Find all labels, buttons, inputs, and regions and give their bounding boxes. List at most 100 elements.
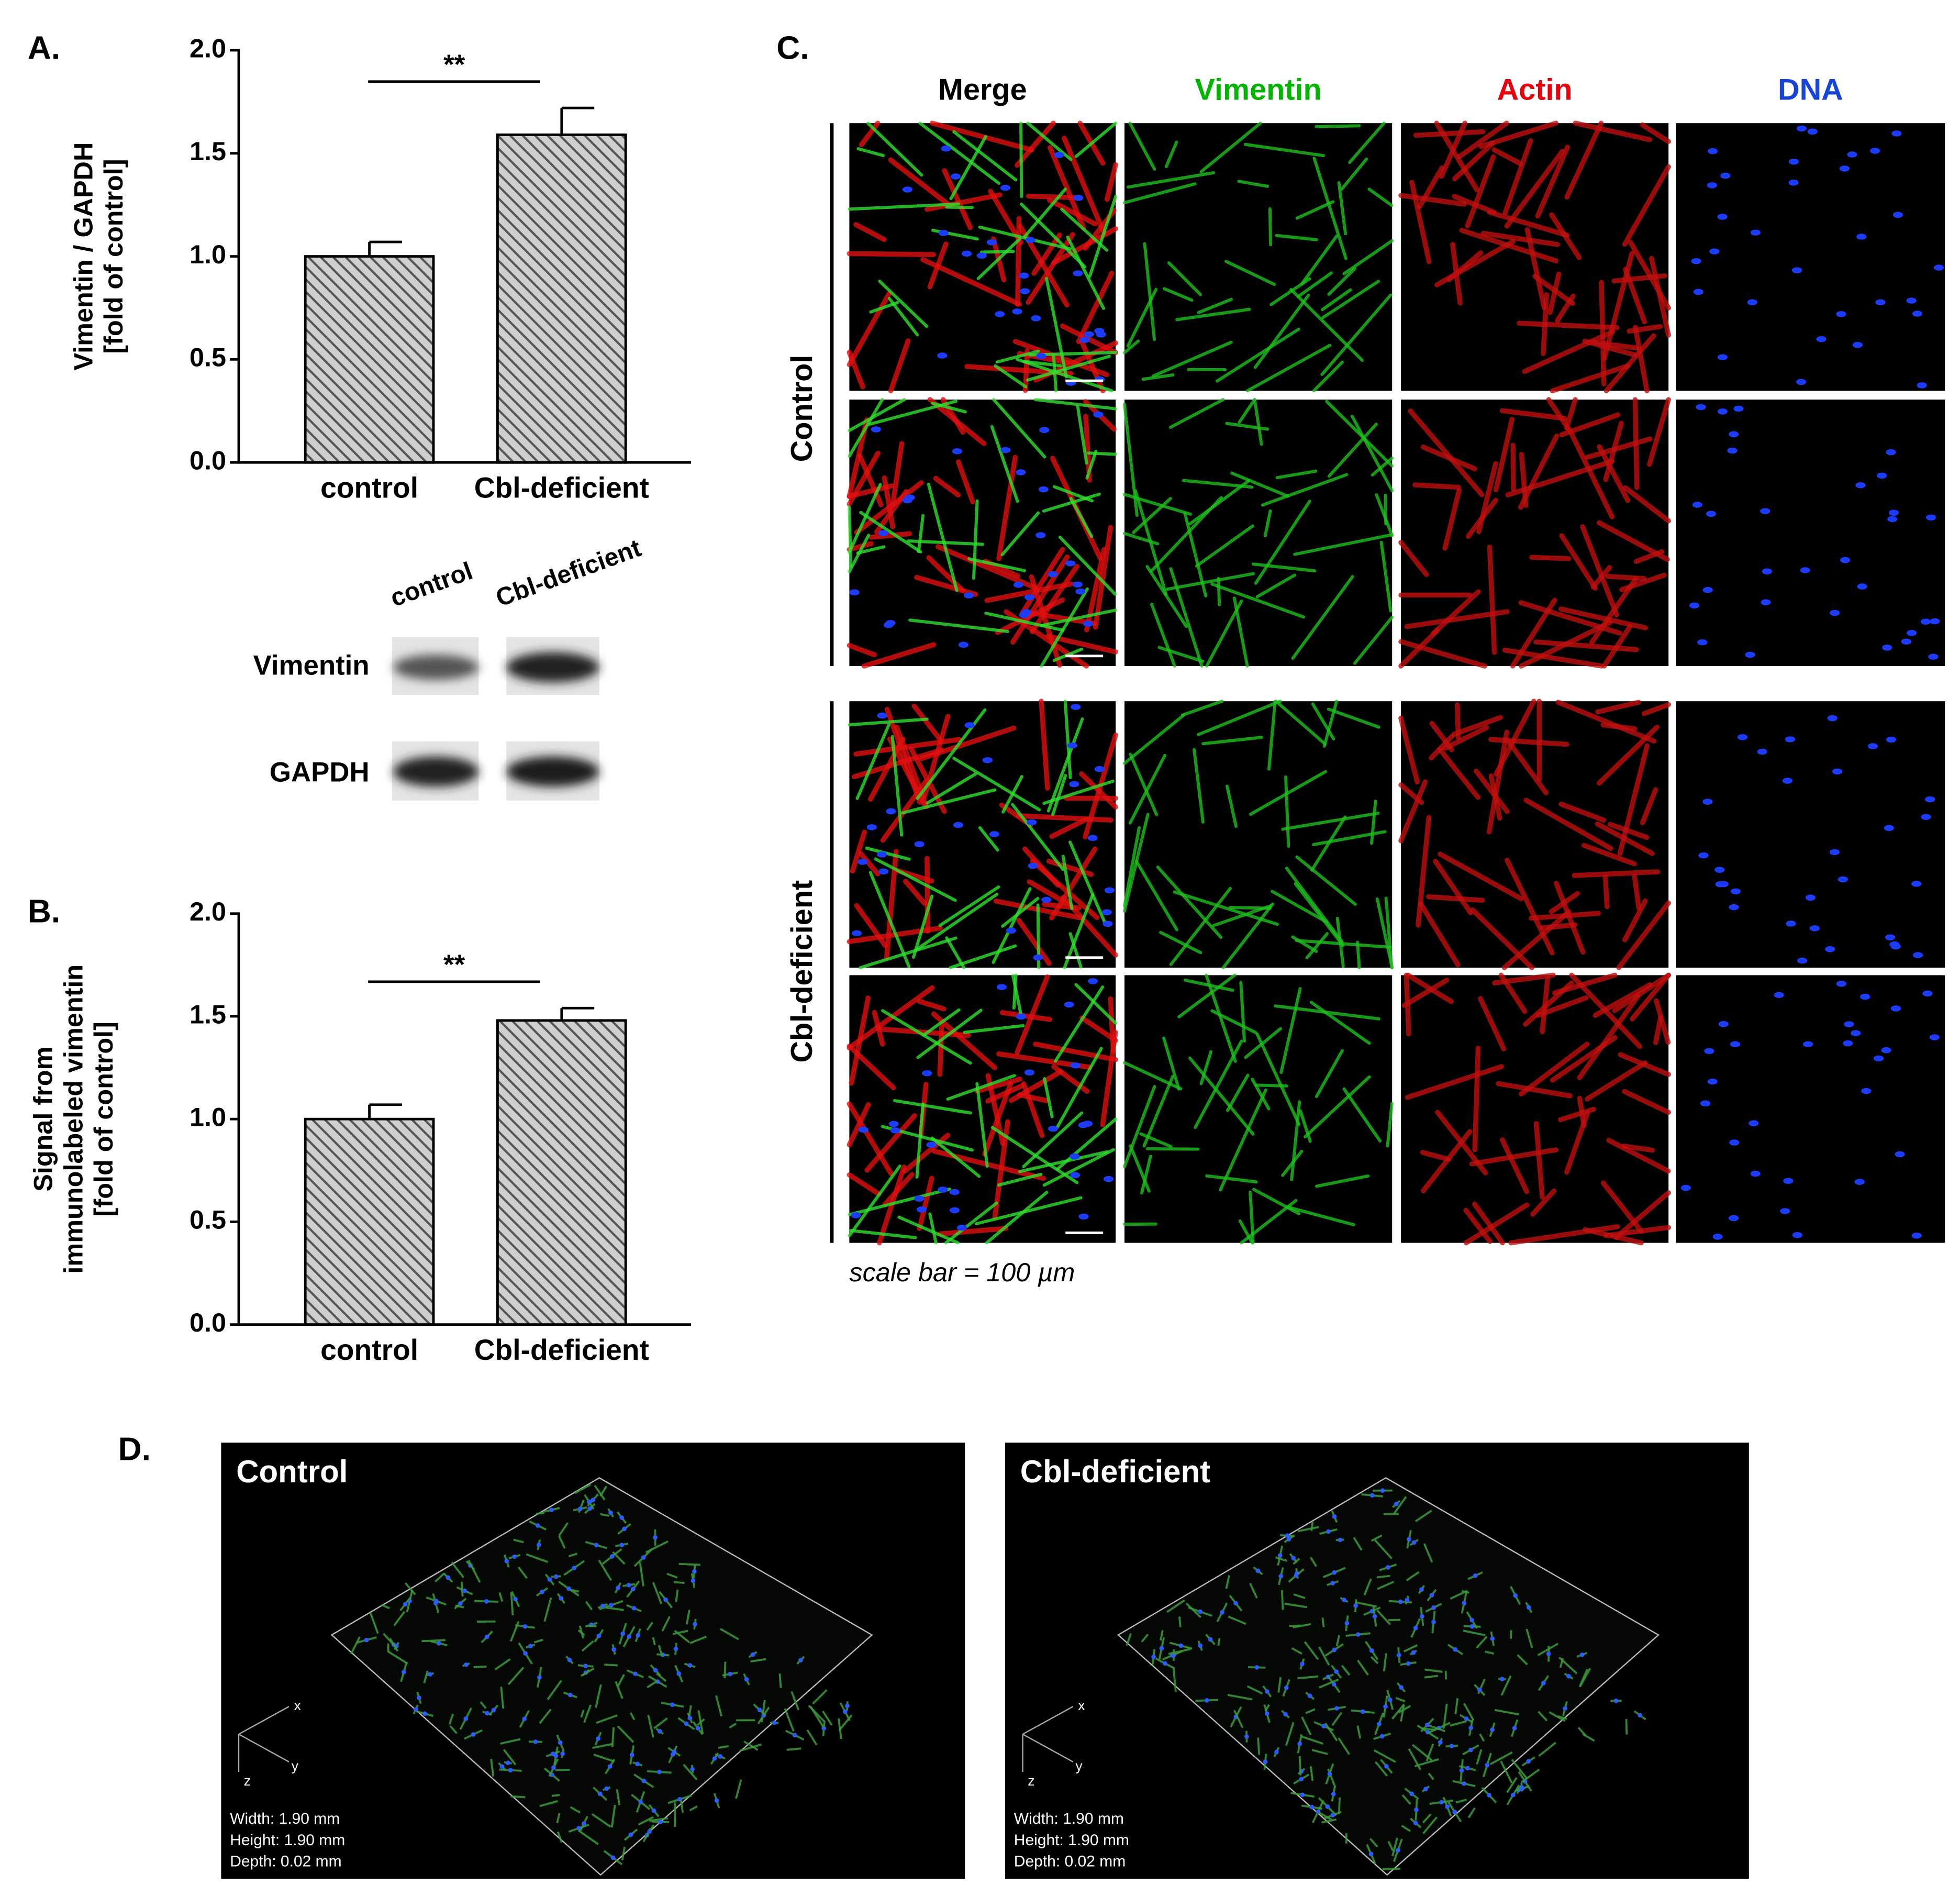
cell-fiber — [1341, 1665, 1351, 1676]
nucleus — [1702, 799, 1713, 805]
cell-fiber — [689, 1805, 698, 1812]
y-tick-label: 0.5 — [190, 1205, 226, 1235]
cell-fiber — [1237, 180, 1269, 188]
nucleus — [364, 1637, 369, 1643]
cell-fiber — [1524, 227, 1547, 311]
nucleus — [845, 1703, 850, 1709]
cell-fiber — [678, 1562, 700, 1566]
cell-fiber — [888, 157, 953, 208]
cell-fiber — [517, 1566, 528, 1579]
nucleus — [1019, 272, 1029, 279]
cell-fiber — [1546, 397, 1572, 433]
cell-fiber — [1244, 1027, 1283, 1059]
nucleus — [1016, 469, 1026, 475]
cell-fiber — [1523, 797, 1613, 851]
cell-fiber — [1342, 1087, 1382, 1143]
cell-fiber — [976, 237, 1021, 280]
cell-fiber — [847, 541, 874, 552]
nucleus — [631, 1606, 637, 1611]
cell-fiber — [1061, 855, 1074, 911]
cell-fiber — [1281, 812, 1380, 831]
cell-fiber — [1480, 230, 1561, 247]
nucleus — [1830, 609, 1840, 616]
nucleus — [1278, 1573, 1284, 1579]
nucleus — [553, 1754, 559, 1758]
cell-fiber — [1640, 122, 1671, 145]
cell-fiber — [1564, 397, 1578, 431]
cell-fiber — [1511, 1759, 1528, 1780]
cell-fiber — [1054, 985, 1105, 1063]
cell-fiber — [1026, 121, 1073, 161]
cell-fiber — [1377, 1581, 1395, 1590]
nucleus — [1379, 1734, 1385, 1739]
nucleus — [1836, 311, 1846, 317]
cell-fiber — [661, 1616, 671, 1632]
cell-fiber — [1123, 339, 1140, 354]
nucleus — [1380, 1488, 1385, 1493]
cell-fiber — [750, 1658, 766, 1662]
nucleus — [976, 252, 987, 259]
nucleus — [1613, 1699, 1619, 1703]
nucleus — [1083, 620, 1094, 627]
nucleus — [1284, 1686, 1289, 1690]
nucleus — [1729, 904, 1739, 911]
micrograph — [1398, 698, 1671, 970]
cell-fiber — [990, 425, 1019, 503]
micrograph — [1676, 400, 1945, 666]
cell-fiber — [1128, 753, 1167, 825]
nucleus — [1204, 1698, 1209, 1703]
cell-fiber — [581, 1640, 594, 1652]
cell-fiber — [1454, 1698, 1459, 1714]
nucleus — [1707, 1078, 1718, 1085]
nucleus — [1886, 449, 1896, 456]
cell-fiber — [915, 1102, 925, 1179]
cell-fiber — [1437, 747, 1481, 800]
nucleus — [1792, 267, 1802, 273]
y-tick-label: 0.0 — [190, 446, 226, 475]
cell-fiber — [1504, 149, 1565, 229]
nucleus — [1462, 1781, 1466, 1786]
cell-fiber — [1226, 784, 1238, 828]
cell-fiber — [1169, 567, 1204, 668]
cell-fiber — [1026, 193, 1078, 201]
cell-fiber — [1076, 271, 1115, 345]
cell-fiber — [1391, 1703, 1405, 1720]
cell-fiber — [1605, 574, 1647, 581]
nucleus — [902, 186, 912, 193]
nucleus — [437, 1640, 441, 1646]
cell-fiber — [935, 544, 1038, 591]
nucleus — [587, 1499, 592, 1504]
nucleus — [619, 1543, 625, 1547]
cell-fiber — [929, 120, 1034, 153]
nucleus — [1720, 172, 1731, 179]
cell-fiber — [1255, 1032, 1301, 1126]
cell-fiber — [1373, 1749, 1396, 1763]
x-tick-label: control — [320, 472, 418, 504]
cell-fiber — [995, 597, 1065, 635]
dimension-label: Width: 1.90 mm — [1014, 1810, 1124, 1827]
nucleus — [1827, 715, 1838, 722]
nucleus — [1860, 993, 1870, 1000]
nucleus — [1928, 653, 1939, 660]
cell-fiber — [585, 1601, 593, 1611]
cell-fiber — [1371, 1534, 1383, 1542]
cell-fiber — [1550, 1035, 1618, 1083]
cell-fiber — [1188, 1056, 1255, 1136]
cell-fiber — [848, 717, 929, 727]
cell-fiber — [1045, 276, 1068, 379]
cell-fiber — [547, 1680, 562, 1701]
nucleus — [1890, 1005, 1901, 1012]
cell-fiber — [985, 1191, 1049, 1245]
cell-fiber — [689, 1635, 707, 1644]
cell-fiber — [1051, 774, 1067, 816]
cell-fiber — [591, 1813, 611, 1828]
micrograph — [847, 397, 1118, 669]
cell-fiber — [1324, 1722, 1338, 1742]
cell-fiber — [1031, 232, 1062, 276]
cell-fiber — [1285, 867, 1344, 944]
nucleus — [1789, 158, 1799, 165]
cell-fiber — [1304, 1641, 1319, 1660]
nucleus — [1334, 1706, 1339, 1711]
nucleus — [1344, 1621, 1350, 1626]
nucleus — [630, 1587, 636, 1592]
